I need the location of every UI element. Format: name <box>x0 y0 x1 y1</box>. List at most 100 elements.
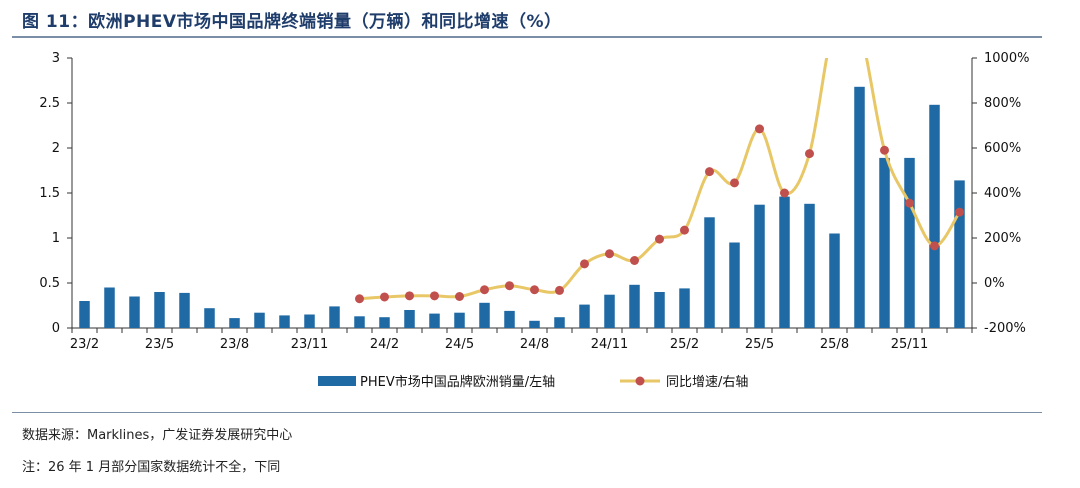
growth-point <box>405 291 414 301</box>
bar <box>354 316 365 328</box>
growth-point <box>480 285 489 295</box>
bar <box>279 315 290 328</box>
right-tick-label: -200% <box>984 321 1026 336</box>
bar <box>404 310 415 328</box>
bar <box>729 242 740 328</box>
bar <box>554 317 565 328</box>
bar <box>929 104 940 328</box>
right-tick-label: 600% <box>984 141 1021 156</box>
growth-point <box>505 281 514 291</box>
growth-point <box>655 234 664 244</box>
bar <box>679 288 690 328</box>
growth-point <box>555 285 564 295</box>
left-tick-label: 2 <box>52 141 60 156</box>
bar <box>579 304 590 328</box>
chart-title: 图 11：欧洲PHEV市场中国品牌终端销量（万辆）和同比增速（%） <box>22 12 562 32</box>
bar <box>304 314 315 328</box>
left-tick-label: 1 <box>52 231 60 246</box>
chart: 0 0.5 1 1.5 2 2.5 3 -200% 0% 200% 400% 600% 800% 1000… <box>39 51 1029 390</box>
line-series <box>355 58 964 304</box>
right-tick-label: 200% <box>984 231 1021 246</box>
bar <box>879 157 890 328</box>
right-tick-label: 1000% <box>984 51 1029 66</box>
left-tick-label: 1.5 <box>39 186 60 201</box>
bar <box>904 157 915 328</box>
x-tick-label: 25/8 <box>820 337 849 352</box>
bar <box>329 306 340 328</box>
left-tick-label: 0.5 <box>39 276 60 291</box>
bar <box>129 296 140 328</box>
x-tick-label: 25/11 <box>891 337 928 352</box>
bar <box>379 317 390 328</box>
legend-line-label: 同比增速/右轴 <box>666 375 748 390</box>
x-tick-label: 24/5 <box>445 337 474 352</box>
right-tick-label: 0% <box>984 276 1005 291</box>
growth-point <box>430 291 439 301</box>
title-divider <box>12 36 1042 38</box>
growth-line <box>359 58 961 301</box>
x-tick-label: 24/11 <box>591 337 628 352</box>
x-tick-label: 23/8 <box>220 337 249 352</box>
left-tick-label: 0 <box>52 321 60 336</box>
growth-point <box>580 259 589 269</box>
growth-point <box>455 292 464 301</box>
legend-bar-swatch <box>318 376 356 386</box>
growth-point <box>605 249 614 259</box>
legend-line-marker <box>635 376 645 386</box>
bar <box>704 217 715 328</box>
left-tick-label: 2.5 <box>39 96 60 111</box>
chart-axes: 0 0.5 1 1.5 2 2.5 3 -200% 0% 200% 400% 600% 800% 1000… <box>39 51 1029 352</box>
growth-point <box>680 225 689 235</box>
growth-point <box>530 285 539 295</box>
bar <box>479 302 490 328</box>
growth-point <box>380 292 389 302</box>
bar <box>604 294 615 328</box>
right-tick-label: 400% <box>984 186 1021 201</box>
source-note: 数据来源：Marklines，广发证券发展研究中心 <box>22 428 293 443</box>
x-tick-label: 23/5 <box>145 337 174 352</box>
footer-divider <box>12 412 1042 413</box>
bar <box>179 292 190 328</box>
growth-point <box>705 167 714 177</box>
legend-bar-label: PHEV市场中国品牌欧洲销量/左轴 <box>360 374 555 390</box>
growth-point <box>630 256 639 265</box>
bar <box>204 308 215 328</box>
bar <box>154 292 165 328</box>
bar-series <box>79 86 965 328</box>
growth-point <box>955 207 964 217</box>
x-tick-label: 25/5 <box>745 337 774 352</box>
bar <box>529 320 540 328</box>
bar <box>829 233 840 328</box>
bar <box>79 301 90 328</box>
bar <box>429 313 440 328</box>
bar <box>654 292 665 328</box>
chart-legend: PHEV市场中国品牌欧洲销量/左轴 同比增速/右轴 <box>318 374 748 390</box>
growth-point <box>905 198 914 208</box>
left-tick-label: 3 <box>52 51 60 66</box>
bar <box>854 86 865 328</box>
right-tick-label: 800% <box>984 96 1021 111</box>
x-tick-label: 24/2 <box>370 337 399 352</box>
growth-point <box>805 149 814 159</box>
bar <box>454 312 465 328</box>
growth-point <box>755 124 764 134</box>
x-tick-label: 24/8 <box>520 337 549 352</box>
bar <box>254 312 265 328</box>
bar <box>954 180 965 328</box>
title-bar: 图 11：欧洲PHEV市场中国品牌终端销量（万辆）和同比增速（%） <box>0 0 1080 36</box>
footnote: 注：26 年 1 月部分国家数据统计不全，下同 <box>22 460 281 475</box>
bar <box>804 203 815 328</box>
bar <box>229 318 240 328</box>
bar <box>504 310 515 328</box>
bar <box>754 204 765 328</box>
growth-point <box>880 145 889 155</box>
x-tick-label: 25/2 <box>670 337 699 352</box>
x-tick-label: 23/2 <box>70 337 99 352</box>
growth-point <box>930 241 939 251</box>
growth-point <box>355 294 364 304</box>
bar <box>104 287 115 328</box>
growth-point <box>730 178 739 188</box>
x-tick-label: 23/11 <box>291 337 328 352</box>
bar <box>629 284 640 328</box>
bar <box>779 196 790 328</box>
